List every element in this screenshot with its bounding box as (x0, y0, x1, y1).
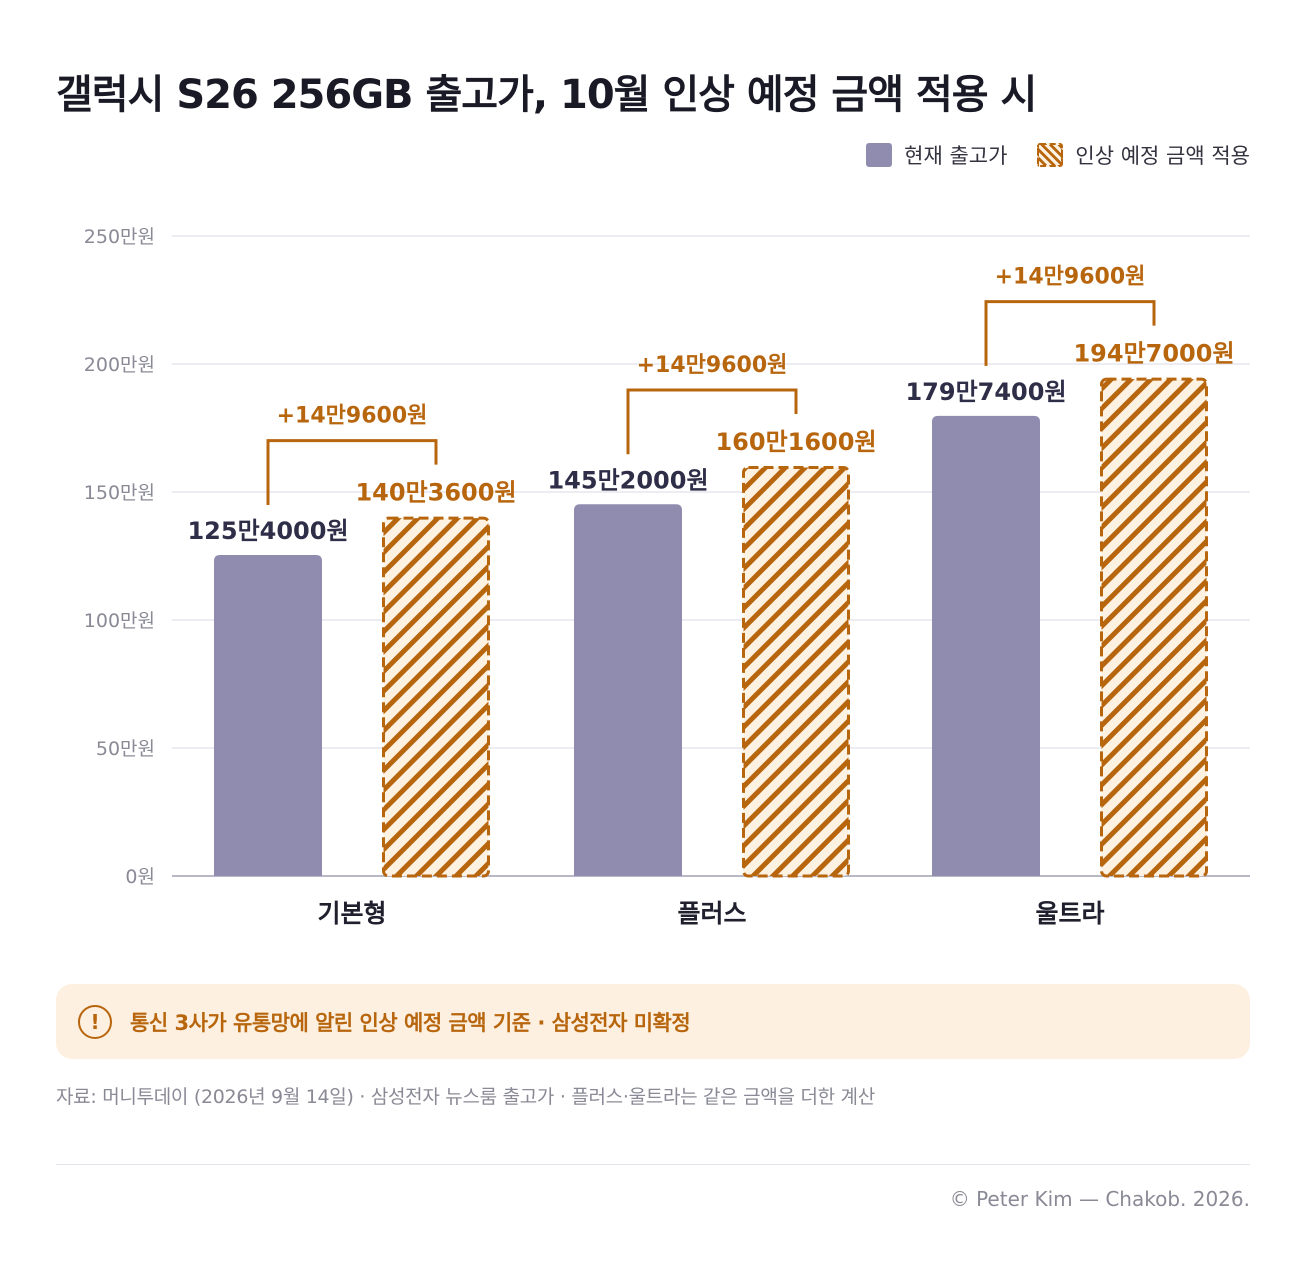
bar-value-label-current: 179만7400원 (905, 378, 1066, 406)
x-category-label: 기본형 (317, 899, 386, 928)
increase-label: +14만9600원 (637, 353, 788, 378)
increase-bracket (266, 439, 438, 505)
x-category-label: 플러스 (677, 899, 746, 928)
bar-raised (742, 465, 850, 878)
bar-raised (1100, 377, 1208, 878)
y-tick-label: 150만원 (84, 482, 155, 504)
bar-current (214, 554, 322, 876)
legend-label-current: 현재 출고가 (904, 144, 1008, 168)
copyright: © Peter Kim — Chakob. 2026. (949, 1187, 1250, 1211)
exclamation-icon: ! (78, 1004, 112, 1039)
bar-raised (382, 516, 490, 878)
chart-title: 갤럭시 S26 256GB 출고가, 10월 인상 예정 금액 적용 시 (56, 72, 1037, 118)
legend-swatch-raised (1037, 143, 1064, 167)
increase-bracket (984, 300, 1156, 366)
legend-item-raised: 인상 예정 금액 적용 (1037, 140, 1250, 170)
y-tick-label: 200만원 (84, 354, 155, 376)
bar-value-label-raised: 194만7000원 (1073, 340, 1234, 368)
legend-label-raised: 인상 예정 금액 적용 (1075, 144, 1250, 168)
legend-swatch-current (866, 143, 893, 167)
bar-current (932, 415, 1040, 876)
bar-value-label-raised: 160만1600원 (715, 428, 876, 456)
bar-value-label-raised: 140만3600원 (355, 479, 516, 507)
increase-label: +14만9600원 (277, 404, 428, 429)
y-tick-label: 0원 (125, 866, 155, 888)
y-tick-label: 250만원 (84, 226, 155, 248)
bar-value-label-current: 145만2000원 (547, 466, 708, 494)
source-note: 자료: 머니투데이 (2026년 9월 14일) · 삼성전자 뉴스룸 출고가 … (56, 1086, 875, 1108)
notice-text: 통신 3사가 유통망에 알린 인상 예정 금액 기준 · 삼성전자 미확정 (130, 1010, 691, 1035)
y-tick-label: 100만원 (84, 610, 155, 632)
y-tick-label: 50만원 (96, 738, 155, 760)
bar-value-label-current: 125만4000원 (187, 517, 348, 545)
increase-label: +14만9600원 (995, 265, 1146, 290)
x-category-label: 울트라 (1035, 899, 1104, 928)
footer-divider (56, 1164, 1250, 1165)
notice-banner: ! 통신 3사가 유통망에 알린 인상 예정 금액 기준 · 삼성전자 미확정 (56, 984, 1250, 1059)
increase-bracket (626, 388, 798, 455)
bar-chart: 0원 50만원 100만원 150만원 200만원 250만원 125만4000원140만… (84, 226, 1250, 928)
legend-item-current: 현재 출고가 (866, 140, 1007, 170)
legend: 현재 출고가 인상 예정 금액 적용 (866, 140, 1250, 170)
bar-current (574, 504, 682, 876)
